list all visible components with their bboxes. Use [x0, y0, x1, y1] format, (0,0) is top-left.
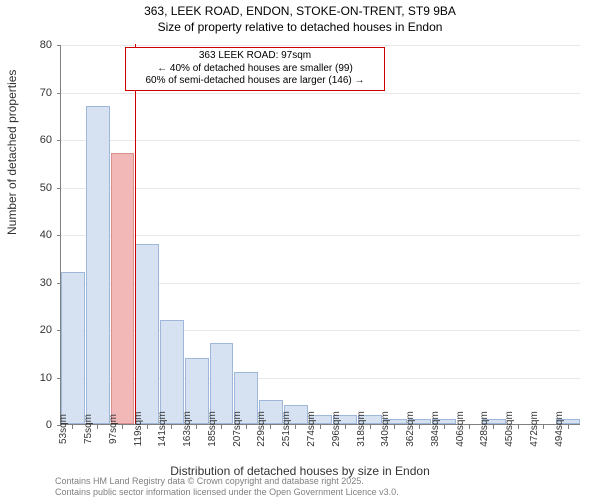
footer-attribution: Contains HM Land Registry data © Crown c… — [55, 476, 399, 498]
xtick-mark — [171, 425, 172, 429]
xtick-mark — [196, 425, 197, 429]
xtick-label: 450sqm — [504, 411, 515, 447]
xtick-mark — [246, 425, 247, 429]
reference-line — [135, 44, 136, 424]
gridline — [61, 140, 580, 141]
ytick-mark — [57, 235, 61, 236]
xtick-label: 75sqm — [83, 414, 94, 444]
xtick-mark — [419, 425, 420, 429]
footer-line-1: Contains HM Land Registry data © Crown c… — [55, 476, 399, 487]
xtick-mark — [370, 425, 371, 429]
annotation-line-2: ← 40% of detached houses are smaller (99… — [132, 63, 378, 76]
xtick-mark — [469, 425, 470, 429]
gridline — [61, 93, 580, 94]
xtick-label: 274sqm — [306, 411, 317, 447]
ytick-label: 20 — [40, 324, 52, 336]
histogram-bar-highlight — [111, 153, 135, 424]
xtick-mark — [345, 425, 346, 429]
ytick-label: 70 — [40, 87, 52, 99]
xtick-mark — [320, 425, 321, 429]
gridline — [61, 188, 580, 189]
xtick-mark — [122, 425, 123, 429]
xtick-label: 296sqm — [331, 411, 342, 447]
histogram-bar — [86, 106, 110, 424]
ytick-label: 40 — [40, 229, 52, 241]
xtick-mark — [493, 425, 494, 429]
title-line-2: Size of property relative to detached ho… — [0, 20, 600, 36]
xtick-label: 340sqm — [380, 411, 391, 447]
xtick-mark — [518, 425, 519, 429]
ytick-label: 80 — [40, 39, 52, 51]
ytick-label: 30 — [40, 277, 52, 289]
xtick-mark — [295, 425, 296, 429]
xtick-label: 472sqm — [529, 411, 540, 447]
ytick-label: 60 — [40, 134, 52, 146]
xtick-label: 119sqm — [133, 412, 144, 447]
xtick-label: 362sqm — [405, 411, 416, 447]
xtick-label: 185sqm — [207, 411, 218, 447]
xtick-label: 428sqm — [479, 411, 490, 447]
xtick-label: 53sqm — [58, 414, 69, 444]
xtick-label: 251sqm — [281, 411, 292, 447]
xtick-label: 141sqm — [157, 411, 168, 447]
xtick-label: 318sqm — [356, 411, 367, 447]
ytick-mark — [57, 140, 61, 141]
xtick-mark — [444, 425, 445, 429]
y-ticks: 01020304050607080 — [0, 45, 56, 425]
plot-area: 363 LEEK ROAD: 97sqm← 40% of detached ho… — [60, 45, 580, 425]
gridline — [61, 235, 580, 236]
annotation-line-1: 363 LEEK ROAD: 97sqm — [132, 50, 378, 63]
ytick-label: 50 — [40, 182, 52, 194]
ytick-label: 0 — [46, 419, 52, 431]
xtick-label: 494sqm — [554, 411, 565, 447]
ytick-mark — [57, 93, 61, 94]
chart-container: 363, LEEK ROAD, ENDON, STOKE-ON-TRENT, S… — [0, 0, 600, 500]
xtick-mark — [147, 425, 148, 429]
annotation-line-3: 60% of semi-detached houses are larger (… — [132, 75, 378, 88]
annotation-box: 363 LEEK ROAD: 97sqm← 40% of detached ho… — [125, 47, 385, 91]
xtick-label: 384sqm — [430, 411, 441, 447]
histogram-bar — [135, 244, 159, 425]
title-line-1: 363, LEEK ROAD, ENDON, STOKE-ON-TRENT, S… — [0, 4, 600, 20]
xtick-mark — [394, 425, 395, 429]
footer-line-2: Contains public sector information licen… — [55, 487, 399, 498]
xtick-mark — [543, 425, 544, 429]
xtick-mark — [97, 425, 98, 429]
xtick-mark — [72, 425, 73, 429]
gridline — [61, 45, 580, 46]
histogram-bar — [160, 320, 184, 425]
xtick-label: 163sqm — [182, 411, 193, 447]
xtick-label: 229sqm — [256, 411, 267, 447]
xtick-mark — [270, 425, 271, 429]
ytick-label: 10 — [40, 372, 52, 384]
xtick-mark — [221, 425, 222, 429]
ytick-mark — [57, 188, 61, 189]
chart-title: 363, LEEK ROAD, ENDON, STOKE-ON-TRENT, S… — [0, 0, 600, 35]
xtick-label: 207sqm — [232, 411, 243, 447]
histogram-bar — [61, 272, 85, 424]
xtick-label: 97sqm — [108, 414, 119, 444]
xtick-mark — [568, 425, 569, 429]
xtick-label: 406sqm — [455, 411, 466, 447]
ytick-mark — [57, 45, 61, 46]
